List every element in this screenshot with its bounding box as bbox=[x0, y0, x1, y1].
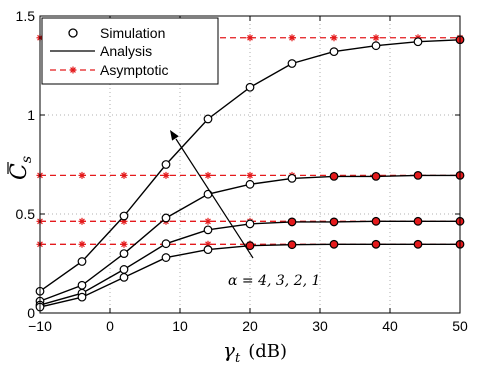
x-tick-label: −10 bbox=[28, 318, 52, 334]
legend-symbol-star bbox=[69, 66, 77, 74]
star-stroke bbox=[121, 172, 127, 179]
star-stroke bbox=[331, 34, 337, 41]
simulation-point bbox=[161, 253, 171, 262]
star-stroke bbox=[121, 241, 127, 248]
x-axis-label-var: γ bbox=[223, 338, 235, 362]
grid bbox=[40, 16, 460, 313]
simulation-point bbox=[77, 257, 87, 266]
annotation-text: α = 4, 3, 2, 1 bbox=[228, 273, 320, 289]
y-axis-label-var: C bbox=[7, 163, 32, 180]
simulation-point bbox=[161, 160, 171, 169]
star-stroke bbox=[79, 218, 85, 225]
simulation-point bbox=[371, 239, 381, 249]
annotation-arrow bbox=[175, 138, 254, 259]
star-stroke bbox=[70, 67, 76, 73]
asymptote-point bbox=[246, 171, 254, 179]
simulation-point bbox=[119, 265, 129, 274]
simulation-point bbox=[245, 219, 255, 229]
x-tick-label: 20 bbox=[242, 318, 258, 334]
y-tick-label: 1 bbox=[27, 107, 35, 123]
asymptote-point bbox=[78, 217, 86, 225]
simulation-point bbox=[245, 179, 255, 189]
x-tick-label: 30 bbox=[312, 318, 328, 334]
annotation-arrowhead bbox=[170, 130, 179, 141]
legend-label-analysis: Analysis bbox=[100, 43, 152, 59]
legend-entry-simulation: Simulation bbox=[68, 25, 165, 41]
simulation-point bbox=[119, 249, 129, 259]
x-tick-label: 10 bbox=[172, 318, 188, 334]
asymptote-point bbox=[78, 171, 86, 179]
star-stroke bbox=[373, 34, 379, 41]
legend-label-asymptotic: Asymptotic bbox=[100, 62, 168, 78]
y-tick-label: 0 bbox=[27, 305, 35, 321]
simulation-point bbox=[371, 41, 381, 51]
star-stroke bbox=[205, 172, 211, 179]
simulation-point bbox=[413, 216, 423, 226]
x-axis-label-sub: t bbox=[235, 351, 241, 365]
simulation-point bbox=[329, 217, 339, 227]
simulation-point bbox=[413, 239, 423, 249]
legend-label-simulation: Simulation bbox=[100, 25, 165, 41]
simulation-point bbox=[119, 272, 129, 282]
x-tick-label: 50 bbox=[452, 318, 468, 334]
asymptote-point bbox=[330, 34, 338, 42]
star-stroke bbox=[247, 34, 253, 41]
simulation-point bbox=[245, 82, 255, 92]
star-stroke bbox=[289, 34, 295, 41]
simulation-point bbox=[119, 211, 129, 221]
svg-text:Cs: Cs bbox=[7, 156, 35, 180]
x-tick-label: 0 bbox=[106, 318, 114, 334]
simulation-point bbox=[161, 239, 171, 249]
asymptote-point bbox=[120, 171, 128, 179]
legend: Simulation Analysis Asymptotic bbox=[41, 17, 219, 85]
simulation-point bbox=[203, 114, 213, 124]
star-stroke bbox=[163, 172, 169, 179]
star-stroke bbox=[79, 172, 85, 179]
simulation-point bbox=[203, 225, 213, 235]
y-axis-label-sub: s bbox=[19, 156, 35, 163]
simulation-point bbox=[77, 280, 87, 290]
y-tick-label: 0.5 bbox=[16, 206, 36, 222]
star-stroke bbox=[79, 241, 85, 248]
y-axis-label: Cs bbox=[7, 156, 35, 180]
asymptote-point bbox=[288, 34, 296, 42]
x-axis-label: γt (dB) bbox=[223, 338, 287, 365]
simulation-point bbox=[77, 292, 87, 302]
simulation-point bbox=[287, 59, 297, 68]
simulation-point bbox=[245, 241, 255, 251]
star-stroke bbox=[247, 172, 253, 179]
asymptote-point bbox=[120, 240, 128, 248]
simulation-markers bbox=[35, 35, 465, 312]
simulation-point bbox=[287, 217, 297, 227]
simulation-point bbox=[329, 171, 339, 181]
simulation-point bbox=[371, 171, 381, 181]
simulation-point bbox=[287, 240, 297, 250]
asymptote-point bbox=[204, 171, 212, 179]
simulation-point bbox=[413, 170, 423, 180]
x-tick-label: 40 bbox=[382, 318, 398, 334]
simulation-point bbox=[287, 173, 297, 183]
simulation-point bbox=[371, 216, 381, 226]
simulation-point bbox=[413, 37, 423, 47]
simulation-point bbox=[203, 245, 213, 255]
simulation-point bbox=[161, 213, 171, 223]
legend-star-mark bbox=[69, 66, 77, 74]
star-stroke bbox=[205, 218, 211, 225]
alpha-annotation: α = 4, 3, 2, 1 bbox=[170, 130, 320, 289]
legend-entry-asymptotic: Asymptotic bbox=[50, 62, 168, 78]
simulation-point bbox=[329, 47, 339, 57]
simulation-point bbox=[329, 239, 339, 249]
asymptote-point bbox=[204, 217, 212, 225]
asymptote-point bbox=[162, 171, 170, 179]
asymptote-point bbox=[246, 34, 254, 42]
legend-entry-analysis: Analysis bbox=[50, 43, 152, 59]
legend-symbol-circle bbox=[68, 28, 78, 38]
asymptote-point bbox=[78, 240, 86, 248]
y-tick-label: 1.5 bbox=[16, 8, 36, 24]
x-axis-label-unit: (dB) bbox=[248, 341, 287, 362]
asymptote-point bbox=[372, 34, 380, 42]
